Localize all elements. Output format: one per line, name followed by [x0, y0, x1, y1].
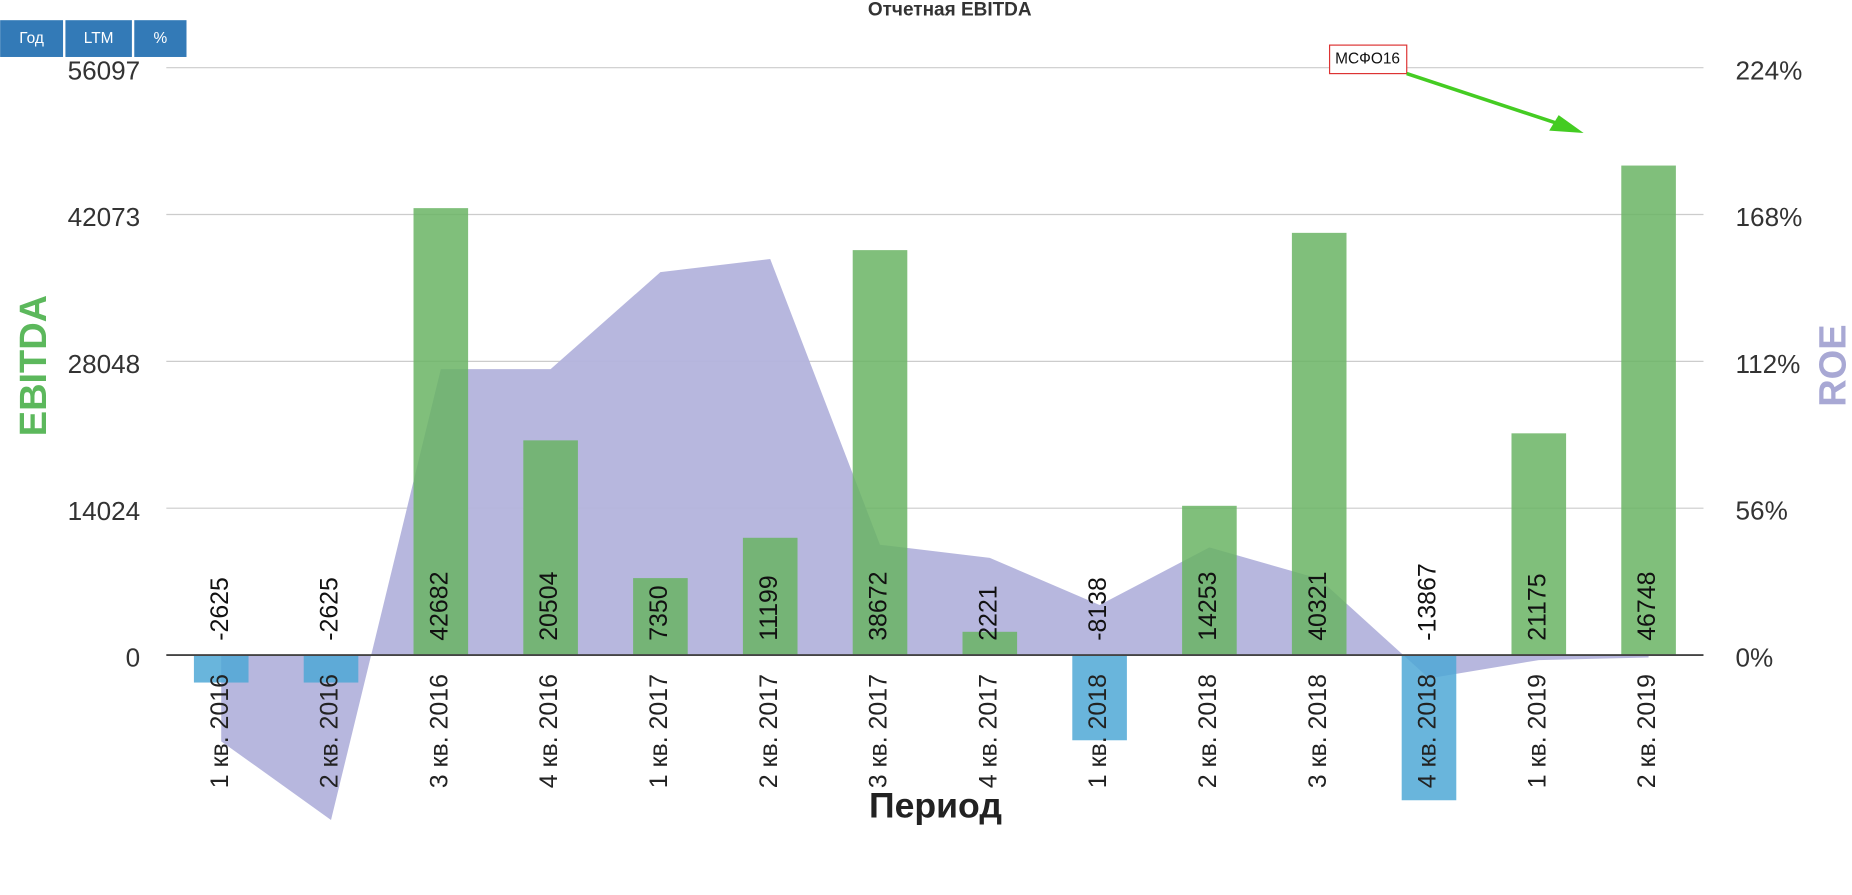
- y-tick-label: 28048: [68, 349, 141, 379]
- button-label: Год: [19, 30, 44, 47]
- x-tick-label: 2 кв. 2016: [316, 674, 344, 788]
- bar: [1621, 165, 1676, 656]
- y2-tick-label: 224%: [1736, 55, 1803, 85]
- data-label: 21175: [1523, 573, 1551, 640]
- y2-tick-label: 168%: [1736, 202, 1803, 232]
- button-background: [134, 20, 187, 57]
- button-background: [65, 20, 132, 57]
- bar: [523, 440, 578, 656]
- x-tick-label: 4 кв. 2016: [535, 674, 563, 788]
- x-axis-title: Период: [869, 786, 1002, 826]
- toggle-button[interactable]: Год: [0, 20, 64, 57]
- area: [221, 259, 1649, 820]
- x-tick-label: 2 кв. 2017: [755, 674, 783, 788]
- button-label: LTM: [84, 30, 114, 47]
- bar: [1291, 232, 1347, 656]
- x-tick-label: 3 кв. 2017: [865, 674, 893, 788]
- x-tick-label: 3 кв. 2016: [425, 674, 453, 788]
- bar: [1401, 655, 1457, 801]
- data-label: 46748: [1633, 572, 1661, 641]
- data-label: -8138: [1084, 577, 1112, 641]
- data-label: 14253: [1194, 572, 1222, 641]
- data-label: 11199: [755, 575, 783, 641]
- annotation-box: [1328, 44, 1408, 75]
- y2-tick-label: 0%: [1736, 642, 1774, 672]
- chart-title: Отчетная EBITDA: [868, 0, 1032, 21]
- bar: [962, 631, 1018, 656]
- x-tick-label: 1 кв. 2017: [645, 674, 673, 788]
- data-label: -2625: [316, 577, 344, 641]
- y-tick-label: 42073: [68, 202, 141, 232]
- bar: [1182, 505, 1237, 656]
- x-tick-label: 1 кв. 2019: [1523, 674, 1551, 788]
- x-tick-label: 3 кв. 2018: [1304, 674, 1332, 788]
- toggle-button[interactable]: LTM: [65, 20, 132, 57]
- data-label: 20504: [535, 571, 563, 640]
- data-label: -13867: [1414, 563, 1442, 641]
- button-background: [0, 20, 64, 57]
- x-tick-label: 2 кв. 2018: [1194, 674, 1222, 788]
- y-tick-label: 0: [126, 643, 141, 673]
- x-tick-label: 1 кв. 2016: [206, 674, 234, 788]
- bar: [303, 655, 359, 683]
- annotation-arrow: [1406, 71, 1559, 126]
- y-axis-title: EBITDA: [13, 295, 55, 436]
- toggle-button[interactable]: %: [134, 20, 187, 57]
- annotation-arrowhead: [1549, 115, 1584, 133]
- y-tick-label: 14024: [68, 496, 141, 526]
- y2-tick-label: 56%: [1736, 496, 1788, 526]
- bar: [193, 655, 249, 683]
- y2-axis-title: ROE: [1812, 324, 1852, 406]
- data-label: 7350: [645, 585, 673, 640]
- data-label: 40321: [1304, 572, 1332, 641]
- bar: [1511, 433, 1567, 656]
- button-label: %: [154, 30, 168, 47]
- bar: [413, 208, 469, 656]
- data-label: 42682: [425, 572, 453, 641]
- data-label: -2625: [206, 577, 234, 641]
- x-tick-label: 4 кв. 2017: [974, 674, 1002, 788]
- data-label: 38672: [865, 572, 893, 641]
- data-label: 2221: [974, 585, 1002, 640]
- bar: [852, 250, 908, 656]
- x-tick-label: 1 кв. 2018: [1084, 674, 1112, 788]
- bar: [742, 537, 798, 656]
- annotation-label: МСФО16: [1335, 50, 1400, 67]
- bar: [1072, 655, 1127, 741]
- bar: [633, 578, 688, 656]
- y-tick-label: 56097: [68, 55, 141, 85]
- x-tick-label: 4 кв. 2018: [1414, 674, 1442, 788]
- x-tick-label: 2 кв. 2019: [1633, 674, 1661, 788]
- y2-tick-label: 112%: [1736, 349, 1801, 379]
